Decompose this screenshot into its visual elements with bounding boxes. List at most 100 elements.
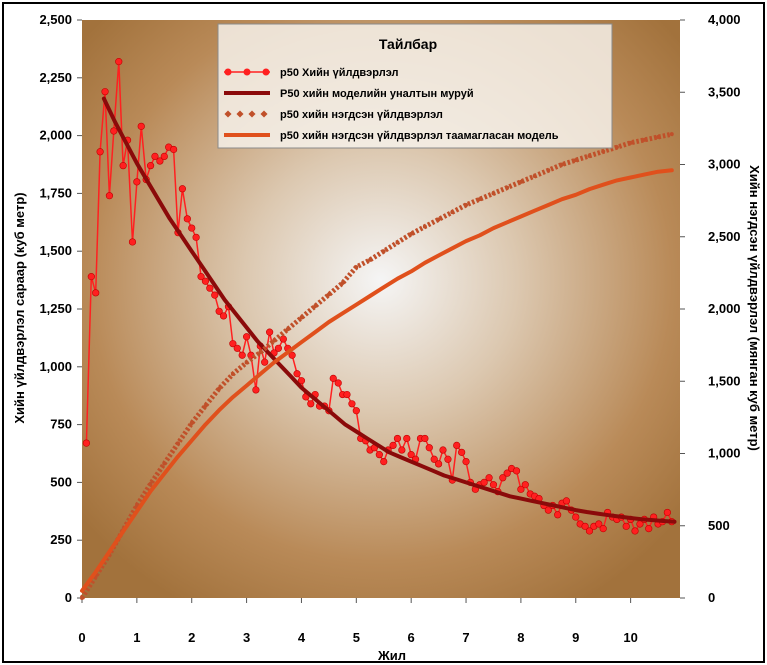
x-tick-label: 4 xyxy=(298,630,306,645)
series-point-0 xyxy=(512,467,521,475)
series-point-0 xyxy=(183,215,191,223)
y2-tick-label: 3,000 xyxy=(708,157,741,172)
series-point-2 xyxy=(422,224,427,229)
series-point-0 xyxy=(178,185,186,193)
series-point-0 xyxy=(435,460,443,468)
series-point-0 xyxy=(421,434,429,443)
series-point-0 xyxy=(398,446,406,454)
series-point-2 xyxy=(628,140,633,145)
series-point-0 xyxy=(101,88,109,96)
series-point-0 xyxy=(219,312,228,320)
series-point-0 xyxy=(229,340,237,348)
series-point-0 xyxy=(133,178,141,186)
series-point-0 xyxy=(380,457,388,466)
y2-tick-label: 4,000 xyxy=(708,12,741,27)
y-tick-label: 500 xyxy=(50,474,72,489)
series-point-0 xyxy=(462,457,470,466)
legend-swatch-marker xyxy=(243,68,251,76)
x-tick-label: 7 xyxy=(462,630,469,645)
series-point-2 xyxy=(450,210,455,215)
y-axis-title: Хийн үйлдвэрлэл сараар (куб метр) xyxy=(12,192,27,423)
x-tick-label: 1 xyxy=(133,630,140,645)
series-point-2 xyxy=(80,596,84,600)
series-point-0 xyxy=(151,152,159,161)
series-point-2 xyxy=(395,240,400,245)
y-tick-label: 1,750 xyxy=(39,185,72,200)
legend-entry-label: p50 Хийн үйлдвэрлэл xyxy=(280,67,398,79)
y2-tick-label: 500 xyxy=(708,518,730,533)
series-point-0 xyxy=(430,455,438,463)
y2-tick-label: 1,000 xyxy=(708,446,741,461)
series-point-0 xyxy=(105,192,114,200)
legend-entry-label: p50 хийн нэгдсэн үйлдвэрлэл xyxy=(280,109,443,121)
series-point-2 xyxy=(436,217,441,222)
series-point-0 xyxy=(343,390,351,399)
series-point-2 xyxy=(669,132,674,137)
y2-tick-label: 1,500 xyxy=(708,373,741,388)
series-point-0 xyxy=(503,469,511,477)
series-point-0 xyxy=(128,238,137,246)
series-point-0 xyxy=(197,273,205,281)
x-tick-label: 2 xyxy=(188,630,195,645)
series-point-2 xyxy=(464,202,469,207)
y2-tick-label: 2,500 xyxy=(708,229,741,244)
series-point-2 xyxy=(313,304,318,309)
series-point-0 xyxy=(261,358,269,366)
series-point-2 xyxy=(299,315,304,320)
y2-tick-label: 2,000 xyxy=(708,301,741,316)
series-point-0 xyxy=(211,291,219,299)
series-point-0 xyxy=(352,407,360,415)
series-point-0 xyxy=(393,434,402,443)
y-tick-label: 750 xyxy=(50,417,72,432)
series-point-0 xyxy=(110,127,118,135)
series-point-2 xyxy=(272,338,277,343)
y-tick-label: 1,000 xyxy=(39,359,72,374)
series-point-0 xyxy=(572,513,580,521)
series-point-0 xyxy=(375,451,383,459)
series-point-0 xyxy=(288,351,296,359)
series-point-0 xyxy=(403,434,411,443)
series-point-0 xyxy=(115,58,123,66)
series-point-0 xyxy=(485,474,493,482)
x-tick-label: 6 xyxy=(408,630,415,645)
series-point-0 xyxy=(544,506,552,514)
series-point-2 xyxy=(244,360,249,365)
series-point-0 xyxy=(521,481,529,489)
series-point-0 xyxy=(96,148,104,156)
series-point-0 xyxy=(156,157,164,165)
series-point-0 xyxy=(266,328,274,336)
legend-box xyxy=(217,23,613,149)
x-tick-label: 0 xyxy=(78,630,85,645)
series-point-2 xyxy=(518,179,523,184)
series-point-0 xyxy=(554,511,562,519)
series-point-0 xyxy=(188,224,196,232)
series-point-0 xyxy=(458,448,466,456)
series-point-2 xyxy=(546,168,551,173)
legend-swatch-marker xyxy=(262,68,270,76)
x-tick-label: 5 xyxy=(353,630,360,645)
series-line-1 xyxy=(101,96,677,524)
series-point-0 xyxy=(439,446,447,454)
y-tick-label: 1,500 xyxy=(39,243,72,258)
x-tick-label: 3 xyxy=(243,630,250,645)
series-point-2 xyxy=(326,292,331,297)
series-point-2 xyxy=(573,158,578,163)
series-point-2 xyxy=(532,174,537,179)
series-point-0 xyxy=(329,374,337,382)
series-point-2 xyxy=(614,145,619,150)
series-point-0 xyxy=(238,351,246,359)
series-point-0 xyxy=(293,370,301,378)
x-tick-label: 10 xyxy=(623,630,637,645)
y-tick-label: 0 xyxy=(65,590,72,605)
series-point-2 xyxy=(601,149,606,154)
y-tick-label: 2,000 xyxy=(39,128,72,143)
series-point-0 xyxy=(599,525,607,533)
series-point-0 xyxy=(137,122,145,130)
series-point-2 xyxy=(203,403,208,408)
series-point-0 xyxy=(517,485,525,493)
series-point-0 xyxy=(233,344,241,352)
series-point-0 xyxy=(425,444,433,452)
y-tick-label: 2,250 xyxy=(39,70,72,85)
series-point-0 xyxy=(119,162,127,170)
